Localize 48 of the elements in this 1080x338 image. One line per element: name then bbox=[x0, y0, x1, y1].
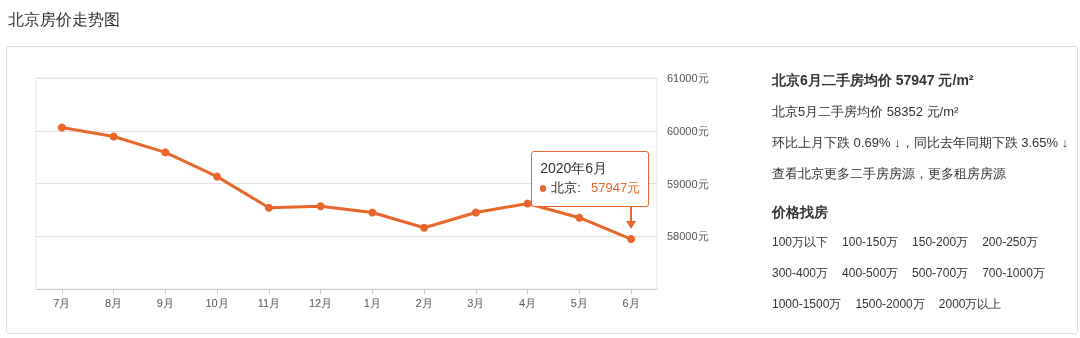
x-tick-label: 9月 bbox=[156, 296, 174, 309]
text: 北京6月二手房均价 57947 元/m² bbox=[772, 72, 975, 90]
category-label: 150-200万 bbox=[912, 234, 969, 251]
point bbox=[213, 172, 222, 181]
category-label: 400-500万 bbox=[842, 265, 899, 282]
point bbox=[316, 202, 325, 211]
point bbox=[57, 123, 66, 132]
x-tick-label: 3月 bbox=[467, 296, 485, 309]
point bbox=[161, 148, 170, 157]
category-label: 100万以下 bbox=[772, 234, 829, 251]
point bbox=[575, 213, 584, 222]
annotation: 57947元 bbox=[590, 179, 641, 198]
category-label: 200-250万 bbox=[982, 234, 1039, 251]
category-label: 2000万以上 bbox=[938, 296, 1002, 313]
x-tick-label: 6月 bbox=[622, 296, 640, 309]
y-tick-label: 61000元 bbox=[667, 72, 709, 84]
y-tick-label: 60000元 bbox=[667, 124, 709, 137]
point bbox=[368, 208, 377, 217]
text: 价格找房 bbox=[772, 204, 829, 222]
text: 北京5月二手房均价 58352 元/m² bbox=[772, 103, 960, 121]
point bbox=[627, 235, 636, 244]
point bbox=[420, 223, 429, 232]
y-tick-label: 59000元 bbox=[667, 177, 709, 190]
category-label: 100-150万 bbox=[842, 234, 899, 251]
x-tick-label: 2月 bbox=[415, 296, 433, 309]
category-label: 300-400万 bbox=[772, 265, 829, 282]
text: 环比上月下跌 0.69% ↓，同比去年同期下跌 3.65% ↓ bbox=[772, 134, 1070, 152]
category-label: 500-700万 bbox=[912, 265, 969, 282]
point bbox=[109, 132, 118, 141]
category-label: 1000-1500万 bbox=[772, 296, 842, 313]
x-tick-label: 10月 bbox=[205, 296, 229, 309]
text: 查看北京更多二手房房源，更多租房房源 bbox=[772, 165, 1007, 183]
annotation: 2020年6月 bbox=[540, 159, 609, 179]
x-tick-label: 12月 bbox=[309, 296, 333, 309]
category-label: 1500-2000万 bbox=[855, 296, 925, 313]
category-label: 700-1000万 bbox=[982, 265, 1045, 282]
x-tick-label: 1月 bbox=[363, 296, 381, 309]
point bbox=[523, 199, 532, 208]
x-tick-label: 5月 bbox=[570, 296, 588, 309]
x-tick-label: 4月 bbox=[519, 296, 537, 309]
y-tick-label: 58000元 bbox=[667, 230, 709, 243]
chart-title: 北京房价走势图 bbox=[8, 10, 120, 30]
x-tick-label: 7月 bbox=[53, 296, 71, 309]
point bbox=[264, 203, 273, 212]
point bbox=[471, 208, 480, 217]
legend-label: 北京: bbox=[551, 179, 581, 198]
x-tick-label: 8月 bbox=[105, 296, 123, 309]
x-tick-label: 11月 bbox=[257, 296, 281, 309]
